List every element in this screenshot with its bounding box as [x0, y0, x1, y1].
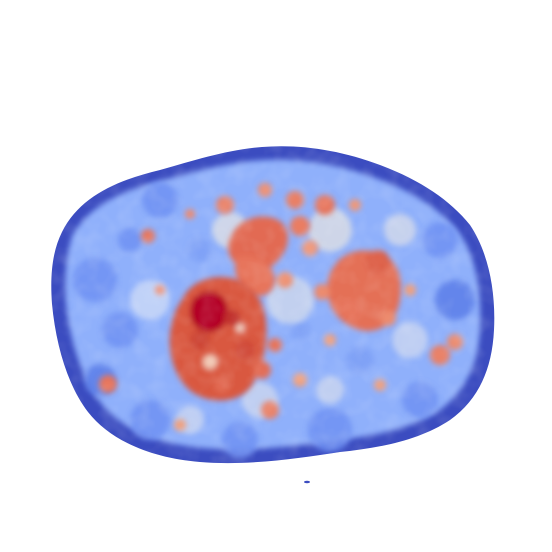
- stray-speck: [304, 480, 310, 484]
- tissue-interior: [51, 146, 495, 464]
